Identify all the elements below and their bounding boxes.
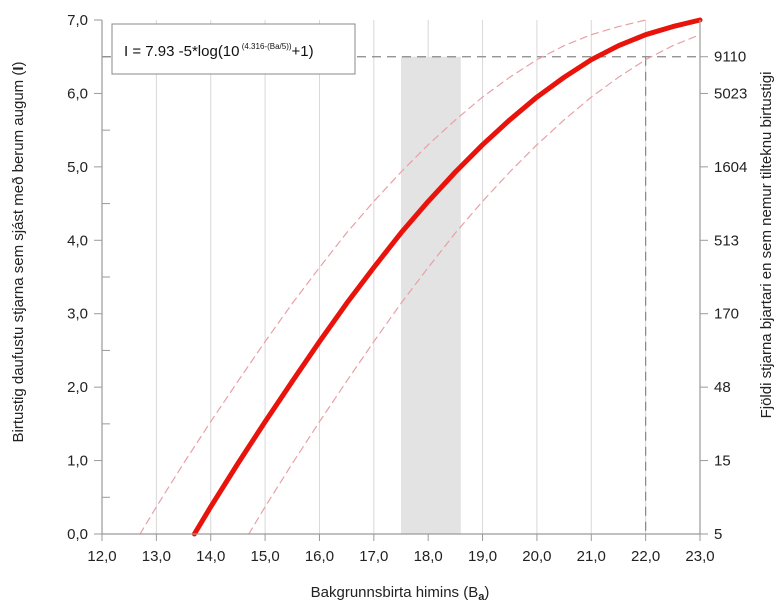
x-tick-label: 18,0	[414, 548, 443, 565]
axes	[101, 20, 701, 535]
series-layer	[139, 17, 703, 537]
y2-tick-label: 513	[714, 232, 739, 249]
x-tick-label: 23,0	[685, 548, 714, 565]
x-tick-labels: 12,0 13,0 14,0 15,0 16,0 17,0 18,0 19,0 20,0 21,0…	[87, 534, 715, 565]
x-tick-label: 12,0	[87, 548, 116, 565]
x-tick-label: 21,0	[577, 548, 606, 565]
y-tick-label: 2,0	[67, 379, 88, 396]
y-tick-label: 5,0	[67, 159, 88, 176]
y2-tick-label: 170	[714, 306, 739, 323]
series-line-dashed	[139, 19, 647, 535]
formula-exponent: (4.316-(Ba/5))	[240, 42, 292, 51]
y-tick-label: 4,0	[67, 232, 88, 249]
y-tick-label: 0,0	[67, 526, 88, 543]
y2-tick-label: 5023	[714, 85, 747, 102]
x-tick-label: 16,0	[305, 548, 334, 565]
y2-tick-label: 15	[714, 453, 731, 470]
y-tick-labels: 0,0 1,0 2,0 3,0 4,0 5,0 6,0 7,0	[67, 12, 102, 543]
y2-tick-label: 48	[714, 379, 731, 396]
formula-box: I = 7.93 -5*log(10 (4.316-(Ba/5))+1)	[111, 23, 356, 75]
x-tick-label: 19,0	[468, 548, 497, 565]
formula-tail: +1)	[292, 43, 314, 60]
y2-tick-label: 9110	[714, 49, 746, 66]
y-tick-label: 1,0	[67, 453, 88, 470]
series-line-main	[191, 17, 703, 537]
x-tick-label: 22,0	[631, 548, 660, 565]
y-tick-label: 6,0	[67, 85, 88, 102]
x-axis-label: Bakgrunnsbirta himins (Ba)	[311, 584, 490, 603]
series-line-dashed	[248, 34, 701, 535]
y2-tick-label: 1604	[714, 159, 747, 176]
y-tick-label: 7,0	[67, 12, 88, 29]
x-tick-label: 13,0	[142, 548, 171, 565]
x-tick-label: 14,0	[196, 548, 225, 565]
formula-main: I = 7.93 -5*log(10	[124, 43, 240, 60]
y-axis-label: Birtustig daufustu stjarna sem sjást með…	[10, 61, 27, 442]
y2-tick-labels: 5 15 48 170 513 1604 5023 9110	[700, 49, 747, 543]
x-tick-label: 20,0	[522, 548, 551, 565]
x-tick-label: 17,0	[359, 548, 388, 565]
y-minor-ticks	[102, 56, 110, 498]
y-tick-label: 3,0	[67, 306, 88, 323]
shaded-band	[401, 56, 461, 534]
x-tick-label: 15,0	[250, 548, 279, 565]
y2-axis-label: Fjöldi stjarna bjartari en sem nemur til…	[758, 72, 775, 419]
y2-tick-label: 5	[714, 526, 722, 543]
formula-text: I = 7.93 -5*log(10 (4.316-(Ba/5))+1)	[124, 42, 314, 60]
